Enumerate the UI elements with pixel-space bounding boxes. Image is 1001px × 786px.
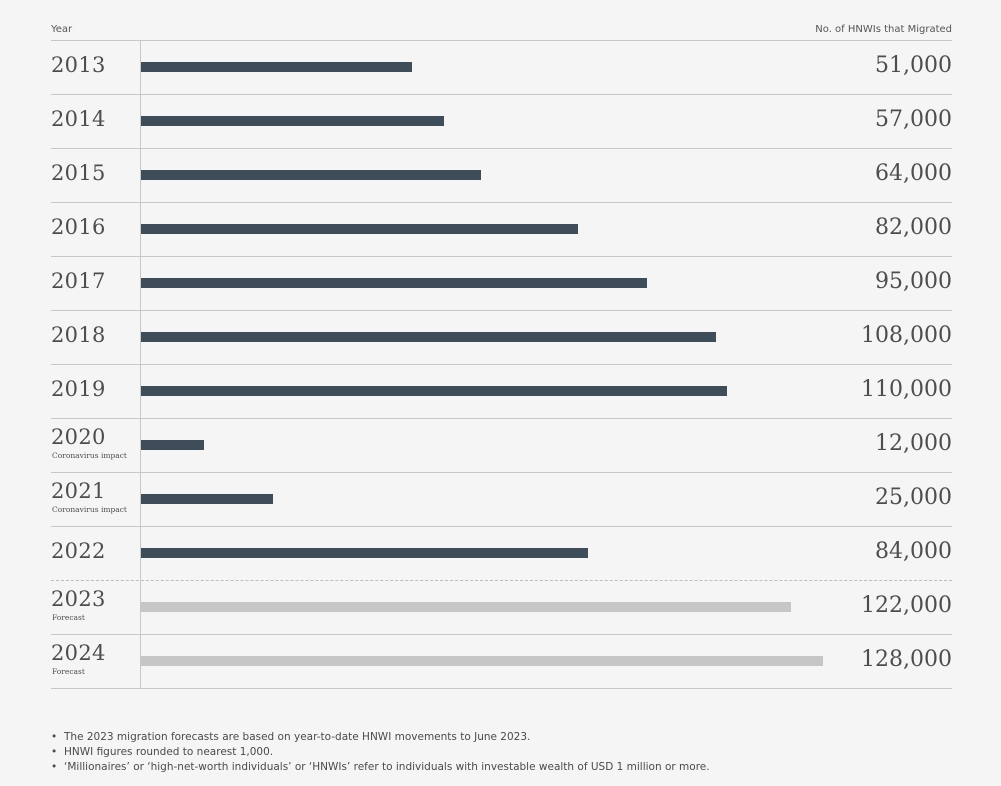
data-bar bbox=[140, 440, 204, 450]
footnote-text: ‘Millionaires’ or ‘high-net-worth indivi… bbox=[64, 761, 710, 773]
data-bar bbox=[140, 548, 588, 558]
year-column-header: Year bbox=[51, 24, 73, 35]
footnote-text: HNWI figures rounded to nearest 1,000. bbox=[64, 746, 274, 758]
data-bar bbox=[140, 494, 273, 504]
value-label: 82,000 bbox=[875, 215, 952, 240]
chart-row: 2013 51,000 bbox=[51, 41, 952, 95]
chart-row: 2024 Forecast 128,000 bbox=[51, 635, 952, 689]
data-bar bbox=[140, 62, 412, 72]
year-label: 2019 bbox=[51, 377, 106, 401]
chart-header: Year No. of HNWIs that Migrated bbox=[51, 24, 952, 40]
chart-row: 2017 95,000 bbox=[51, 257, 952, 311]
value-column-header: No. of HNWIs that Migrated bbox=[815, 24, 952, 35]
year-label: 2015 bbox=[51, 161, 106, 185]
year-label: 2022 bbox=[51, 539, 106, 563]
chart-row: 2014 57,000 bbox=[51, 95, 952, 149]
value-label: 128,000 bbox=[861, 647, 952, 672]
year-note: Forecast bbox=[52, 613, 85, 622]
footnote-item: • HNWI figures rounded to nearest 1,000. bbox=[51, 745, 971, 760]
value-label: 95,000 bbox=[875, 269, 952, 294]
year-note: Coronavirus impact bbox=[52, 451, 127, 460]
chart-row: 2022 84,000 bbox=[51, 527, 952, 581]
year-label: 2018 bbox=[51, 323, 106, 347]
year-note: Coronavirus impact bbox=[52, 505, 127, 514]
chart-row: 2021 Coronavirus impact 25,000 bbox=[51, 473, 952, 527]
year-label: 2016 bbox=[51, 215, 106, 239]
year-label: 2021 bbox=[51, 479, 106, 503]
data-bar bbox=[140, 170, 481, 180]
chart-row: 2016 82,000 bbox=[51, 203, 952, 257]
data-bar bbox=[140, 386, 727, 396]
chart-axis-line bbox=[140, 41, 141, 688]
value-label: 57,000 bbox=[875, 107, 952, 132]
chart-row: 2019 110,000 bbox=[51, 365, 952, 419]
year-label: 2017 bbox=[51, 269, 106, 293]
chart-row: 2023 Forecast 122,000 bbox=[51, 581, 952, 635]
data-bar bbox=[140, 332, 716, 342]
data-bar bbox=[140, 116, 444, 126]
value-label: 110,000 bbox=[861, 377, 952, 402]
footnote-text: The 2023 migration forecasts are based o… bbox=[64, 731, 531, 743]
data-bar bbox=[140, 278, 647, 288]
footnotes: • The 2023 migration forecasts are based … bbox=[51, 730, 971, 775]
forecast-bar bbox=[140, 602, 791, 612]
value-label: 84,000 bbox=[875, 539, 952, 564]
bullet-icon: • bbox=[51, 761, 58, 773]
value-label: 51,000 bbox=[875, 53, 952, 78]
value-label: 25,000 bbox=[875, 485, 952, 510]
year-label: 2014 bbox=[51, 107, 106, 131]
value-label: 12,000 bbox=[875, 431, 952, 456]
chart-row: 2020 Coronavirus impact 12,000 bbox=[51, 419, 952, 473]
bullet-icon: • bbox=[51, 746, 58, 758]
value-label: 108,000 bbox=[861, 323, 952, 348]
year-label: 2013 bbox=[51, 53, 106, 77]
forecast-bar bbox=[140, 656, 823, 666]
bullet-icon: • bbox=[51, 731, 58, 743]
chart-row: 2015 64,000 bbox=[51, 149, 952, 203]
chart-row: 2018 108,000 bbox=[51, 311, 952, 365]
data-bar bbox=[140, 224, 578, 234]
year-note: Forecast bbox=[52, 667, 85, 676]
footnote-item: • ‘Millionaires’ or ‘high-net-worth indiv… bbox=[51, 760, 971, 775]
header-divider bbox=[51, 40, 952, 41]
year-label: 2020 bbox=[51, 425, 106, 449]
value-label: 64,000 bbox=[875, 161, 952, 186]
year-label: 2024 bbox=[51, 641, 106, 665]
footnote-item: • The 2023 migration forecasts are based … bbox=[51, 730, 971, 745]
year-label: 2023 bbox=[51, 587, 106, 611]
value-label: 122,000 bbox=[861, 593, 952, 618]
